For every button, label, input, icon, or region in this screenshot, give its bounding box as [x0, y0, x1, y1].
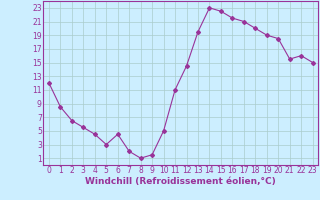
X-axis label: Windchill (Refroidissement éolien,°C): Windchill (Refroidissement éolien,°C) — [85, 177, 276, 186]
